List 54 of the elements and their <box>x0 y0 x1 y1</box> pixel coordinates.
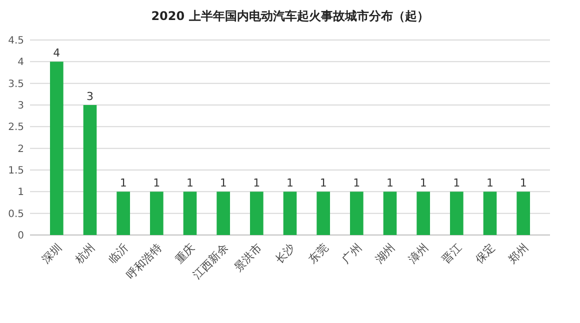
data-label: 1 <box>386 176 394 190</box>
x-tick-label: 重庆 <box>172 241 198 266</box>
data-label: 4 <box>53 46 60 60</box>
y-tick-label: 2 <box>18 144 24 155</box>
y-tick-label: 1.5 <box>8 166 24 176</box>
bar <box>283 192 297 235</box>
data-label: 1 <box>253 176 260 190</box>
bar <box>216 192 230 235</box>
data-label: 1 <box>420 176 427 190</box>
bar <box>316 192 330 235</box>
x-tick-label: 东莞 <box>306 241 331 266</box>
data-label: 1 <box>453 176 460 190</box>
data-label: 1 <box>153 176 160 190</box>
y-tick-label: 4 <box>18 57 24 68</box>
bar <box>516 192 530 235</box>
y-tick-label: 4.5 <box>8 36 24 46</box>
y-tick-label: 3 <box>18 100 24 112</box>
data-label: 1 <box>520 176 527 190</box>
x-tick-label: 郑州 <box>506 241 531 266</box>
bar <box>183 192 197 235</box>
y-tick-label: 2.5 <box>8 122 24 134</box>
chart-title: 2020 上半年国内电动汽车起火事故城市分布（起） <box>151 9 429 23</box>
x-tick-label: 漳州 <box>406 241 431 266</box>
bar <box>83 105 97 235</box>
bar <box>116 192 130 235</box>
x-tick-label: 景洪市 <box>232 241 264 274</box>
x-tick-label: 深圳 <box>39 241 64 266</box>
x-tick-label: 广州 <box>339 241 364 266</box>
data-label: 1 <box>186 176 194 190</box>
data-label: 1 <box>320 176 327 190</box>
y-tick-label: 0 <box>18 230 24 242</box>
x-tick-label: 保定 <box>472 241 498 266</box>
y-tick-label: 0.5 <box>8 208 24 220</box>
bar <box>350 192 364 235</box>
bar <box>150 192 164 235</box>
y-tick-label: 1 <box>18 187 24 198</box>
x-tick-label: 长沙 <box>272 241 298 266</box>
y-tick-label: 3.5 <box>8 78 24 90</box>
data-label: 1 <box>353 176 360 190</box>
data-label: 1 <box>120 176 127 190</box>
data-label: 1 <box>286 176 294 190</box>
data-label: 3 <box>86 90 94 103</box>
x-tick-label: 湖州 <box>372 241 398 266</box>
data-label: 1 <box>220 176 227 190</box>
bar <box>416 192 430 235</box>
x-tick-label: 杭州 <box>72 241 98 267</box>
bar <box>450 192 464 235</box>
data-label: 1 <box>486 176 494 190</box>
x-tick-label: 临沂 <box>106 241 131 266</box>
bar <box>383 192 397 235</box>
bar <box>483 192 497 235</box>
bar <box>250 192 264 235</box>
bar <box>50 62 64 235</box>
x-tick-label: 晋江 <box>439 241 464 266</box>
